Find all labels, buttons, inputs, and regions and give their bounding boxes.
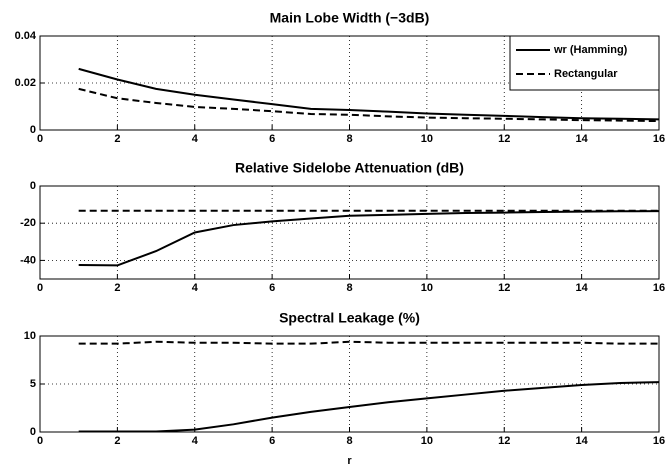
x-tick-label: 16 xyxy=(653,435,665,447)
series-line xyxy=(78,340,659,345)
x-tick-label: 10 xyxy=(421,282,433,294)
x-tick-label: 2 xyxy=(114,435,120,447)
x-tick-label: 4 xyxy=(192,133,199,145)
legend-label: Rectangular xyxy=(554,68,618,80)
x-tick-label: 14 xyxy=(576,282,589,294)
series-line xyxy=(78,381,660,433)
x-tick-label: 10 xyxy=(421,435,433,447)
y-tick-label: 0.02 xyxy=(15,77,36,89)
x-tick-label: 2 xyxy=(114,133,120,145)
y-tick-label: 0 xyxy=(30,426,36,438)
x-tick-label: 6 xyxy=(269,282,275,294)
x-tick-label: 8 xyxy=(346,282,352,294)
y-tick-label: 0.04 xyxy=(15,30,37,42)
y-tick-label: 0 xyxy=(30,180,36,192)
x-tick-label: 16 xyxy=(653,282,665,294)
chart-title: Spectral Leakage (%) xyxy=(279,310,420,326)
series-line xyxy=(78,210,660,267)
x-tick-label: 16 xyxy=(653,133,665,145)
legend-label: wr (Hamming) xyxy=(553,44,628,56)
x-tick-label: 14 xyxy=(576,435,589,447)
axes-box xyxy=(39,335,660,433)
x-tick-label: 10 xyxy=(421,133,433,145)
y-tick-label: 5 xyxy=(30,378,36,390)
chart-title: Main Lobe Width (−3dB) xyxy=(270,10,430,26)
x-tick-label: 0 xyxy=(37,133,43,145)
y-tick-label: 0 xyxy=(30,124,36,136)
x-tick-label: 8 xyxy=(346,133,352,145)
chart-title: Relative Sidelobe Attenuation (dB) xyxy=(235,160,464,176)
axes-box xyxy=(39,185,660,280)
x-tick-label: 12 xyxy=(498,133,510,145)
x-tick-label: 6 xyxy=(269,133,275,145)
y-tick-label: -20 xyxy=(20,217,36,229)
x-tick-label: 2 xyxy=(114,282,120,294)
x-tick-label: 14 xyxy=(576,133,589,145)
x-tick-label: 4 xyxy=(192,282,199,294)
x-tick-label: 4 xyxy=(192,435,199,447)
y-tick-label: 10 xyxy=(24,330,36,342)
x-tick-label: 12 xyxy=(498,282,510,294)
x-tick-label: 0 xyxy=(37,282,43,294)
series-line xyxy=(78,67,660,121)
x-tick-label: 0 xyxy=(37,435,43,447)
x-tick-label: 12 xyxy=(498,435,510,447)
legend: wr (Hamming) Rectangular xyxy=(509,35,660,91)
x-tick-label: 8 xyxy=(346,435,352,447)
x-tick-label: 6 xyxy=(269,435,275,447)
y-tick-label: -40 xyxy=(20,254,36,266)
series-line xyxy=(78,87,660,123)
legend-box xyxy=(509,35,660,91)
x-axis-label: r xyxy=(347,455,352,467)
